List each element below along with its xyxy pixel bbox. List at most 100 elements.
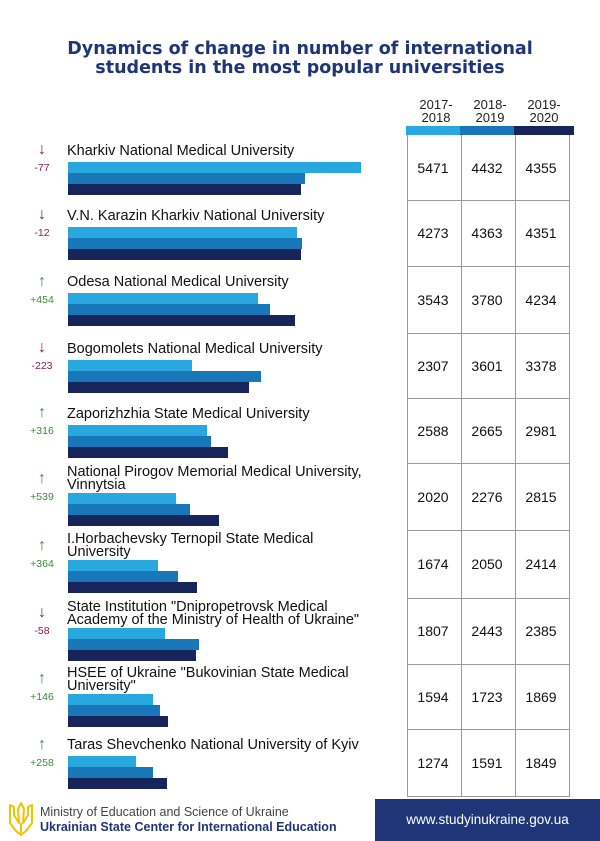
university-name-line: Zaporizhzhia State Medical University [67,406,310,422]
center-name: Ukrainian State Center for International… [40,820,337,834]
bar-2019-2020 [68,716,168,727]
year-header-line: 2017- [419,97,453,112]
bar-2017-2018 [68,227,297,238]
value-2018-2019: 2050 [471,556,503,572]
arrow-up-icon: ↑ [38,735,46,753]
university-name-line: State Institution "Dnipropetrovsk Medica… [67,599,328,615]
change-label: +539 [30,490,54,503]
bar-2019-2020 [68,184,301,195]
table-row-divider [407,664,570,665]
value-2019-2020: 2815 [525,488,557,505]
table-row-divider [407,598,570,599]
value-2017-2018: 2307 [417,357,449,374]
change-label: -223 [31,359,53,372]
change-label: +364 [30,558,54,570]
arrow-up-icon: ↑ [38,272,46,290]
university-name: Bogomolets National Medical University [67,341,402,357]
table-row-divider [407,729,570,730]
value-2019-2020: 4355 [525,159,557,176]
bar-2017-2018 [68,694,153,705]
bar-2018-2019 [68,436,211,447]
value-2018-2019: 1591 [471,754,503,771]
university-name-line: Kharkiv National Medical University [67,143,295,159]
table-vertical-line [461,135,462,796]
table-row-divider [407,266,570,267]
bar-2018-2019 [68,767,153,778]
table-row-divider [407,200,570,201]
table-row-divider [407,530,570,531]
ministry-name: Ministry of Education and Science of Ukr… [40,805,289,819]
bar-2019-2020 [68,382,249,393]
value-2017-2018: 1807 [417,623,449,639]
legend-bar-2017-2018 [406,126,460,135]
university-name-line: Bogomolets National Medical University [67,341,323,357]
bar-2019-2020 [68,447,228,458]
university-name: Taras Shevchenko National University of … [67,737,402,753]
university-name: State Institution "Dnipropetrovsk Medica… [67,599,402,628]
value-2019-2020: 3378 [525,357,557,374]
university-name-line: Taras Shevchenko National University of … [67,737,359,753]
change-label: -77 [34,161,50,174]
table-vertical-line [407,135,408,796]
year-header-line: 2019- [527,97,561,112]
value-2018-2019: 3601 [471,357,503,374]
university-name: Odesa National Medical University [67,274,402,290]
table-row-divider [407,333,570,334]
value-2018-2019: 4363 [471,225,503,241]
table-row-divider [407,796,570,797]
bar-2017-2018 [68,560,158,571]
value-2017-2018: 2020 [417,488,449,505]
bar-2017-2018 [68,756,136,767]
value-2018-2019: 2276 [471,488,503,505]
bar-2019-2020 [68,249,301,260]
university-name-line: Odesa National Medical University [67,274,289,290]
bar-2018-2019 [68,238,302,249]
table-row-divider [407,463,570,464]
value-2019-2020: 1849 [525,754,557,771]
value-2019-2020: 2414 [525,556,557,572]
value-2019-2020: 1869 [525,688,557,705]
university-name-line: National Pirogov Memorial Medical Univer… [67,464,362,480]
year-header-2017-2018: 2017- 2018 [410,98,462,124]
bar-2018-2019 [68,504,190,515]
bar-2018-2019 [68,304,270,315]
value-2017-2018: 5471 [417,159,449,176]
title-line-1: Dynamics of change in number of internat… [67,39,533,59]
bar-2019-2020 [68,778,167,789]
year-header-line: 2019 [475,110,505,125]
bar-2019-2020 [68,582,197,593]
footer-band [375,799,600,841]
legend-bar-2019-2020 [514,126,574,135]
university-name-line: Vinnytsia [67,477,126,493]
change-label: +146 [30,690,54,703]
bar-2018-2019 [68,705,160,716]
university-name: Kharkiv National Medical University [67,143,402,159]
bar-2017-2018 [68,425,207,436]
bar-2019-2020 [68,515,219,526]
value-2018-2019: 4432 [471,159,503,176]
bar-2017-2018 [68,493,176,504]
trident-icon [9,802,33,836]
change-label: +258 [30,756,54,769]
arrow-down-icon: ↓ [38,338,46,356]
year-header-2018-2019: 2018- 2019 [464,98,516,124]
title-line-2: students in the most popular universitie… [95,58,505,78]
year-header-line: 2018 [421,110,451,125]
year-header-line: 2020 [529,110,559,125]
value-2018-2019: 1723 [471,688,503,705]
value-2017-2018: 1674 [417,556,449,572]
university-name: HSEE of Ukraine "Bukovinian State Medica… [67,666,402,694]
bar-2017-2018 [68,162,361,173]
arrow-down-icon: ↓ [38,206,46,223]
bar-2017-2018 [68,360,192,371]
year-header-2019-2020: 2019- 2020 [518,98,570,124]
value-2017-2018: 2588 [417,422,449,439]
arrow-up-icon: ↑ [38,669,46,687]
website-link[interactable]: www.studyinukraine.gov.ua [406,812,569,827]
university-name: I.Horbachevsky Ternopil State Medical Uni… [67,532,402,560]
bar-2018-2019 [68,371,261,382]
arrow-down-icon: ↓ [38,140,46,158]
bar-2019-2020 [68,315,295,326]
arrow-down-icon: ↓ [38,604,46,621]
value-2019-2020: 4351 [525,225,557,241]
